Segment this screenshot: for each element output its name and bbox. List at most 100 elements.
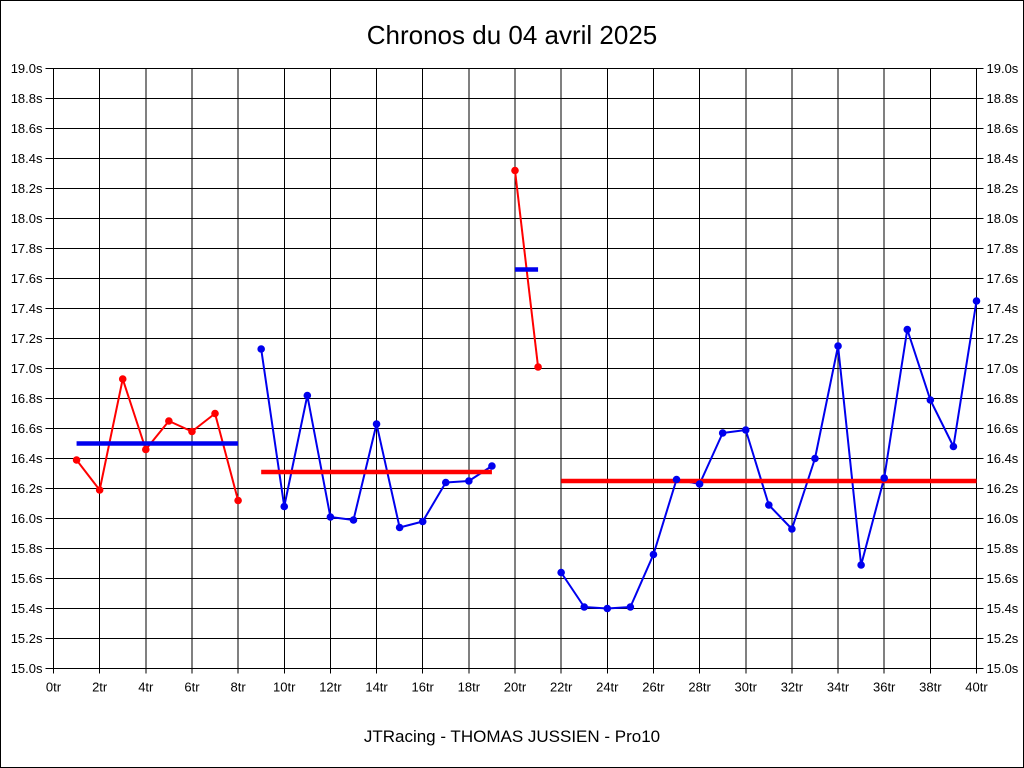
- y-axis-tick-label-left: 19.0s: [11, 61, 43, 76]
- data-point-stint-4: [741, 426, 750, 434]
- data-point-stint-1: [234, 496, 242, 505]
- data-point-stint-4: [580, 603, 589, 611]
- data-point-stint-2: [418, 517, 427, 526]
- y-axis-tick-label-right: 15.8s: [987, 541, 1019, 556]
- x-axis-tick-label: 18tr: [458, 680, 481, 695]
- data-point-stint-2: [465, 477, 473, 485]
- data-point-stint-4: [695, 480, 704, 488]
- data-point-stint-4: [603, 604, 612, 613]
- y-axis-tick-label-right: 17.4s: [987, 301, 1019, 316]
- chart-footer: JTRacing - THOMAS JUSSIEN - Pro10: [363, 727, 661, 746]
- data-point-stint-4: [926, 396, 935, 404]
- series-line-stint-4: [560, 300, 978, 610]
- y-axis-tick-label-right: 17.6s: [987, 271, 1019, 286]
- y-axis-tick-label-right: 15.2s: [987, 631, 1019, 646]
- chart-title: Chronos du 04 avril 2025: [366, 20, 658, 50]
- data-point-stint-4: [672, 475, 681, 484]
- y-axis-tick-label-right: 17.2s: [987, 331, 1019, 346]
- x-axis-tick-label: 36tr: [873, 680, 896, 695]
- x-axis-tick-label: 24tr: [596, 680, 619, 695]
- x-axis-tick-label: 40tr: [965, 680, 988, 695]
- x-axis-tick-label: 20tr: [504, 680, 527, 695]
- y-axis-tick-label-right: 17.0s: [987, 361, 1019, 376]
- data-point-stint-4: [834, 342, 842, 350]
- y-axis-tick-label-left: 17.6s: [11, 271, 43, 286]
- y-axis-tick-label-left: 17.4s: [11, 301, 43, 316]
- y-axis-tick-label-left: 18.4s: [11, 151, 43, 166]
- y-axis-tick-label-left: 15.0s: [11, 661, 43, 676]
- y-axis-tick-label-left: 16.2s: [11, 481, 43, 496]
- data-point-stint-1: [95, 486, 104, 494]
- data-point-stint-4: [649, 550, 658, 559]
- data-point-stint-1: [165, 417, 173, 425]
- y-axis-tick-label-right: 15.6s: [987, 571, 1019, 586]
- y-axis-tick-label-left: 18.8s: [11, 91, 43, 106]
- x-axis-tick-label: 10tr: [273, 680, 296, 695]
- y-axis-tick-label-right: 16.2s: [987, 481, 1019, 496]
- data-point-stint-2: [395, 523, 404, 532]
- y-axis-tick-label-left: 15.4s: [11, 601, 43, 616]
- data-point-stint-1: [188, 427, 196, 436]
- data-point-stint-2: [257, 345, 265, 353]
- data-point-stint-2: [280, 502, 289, 511]
- y-axis-tick-label-left: 16.0s: [11, 511, 43, 526]
- x-axis-tick-label: 0tr: [46, 680, 62, 695]
- y-axis-tick-label-right: 16.8s: [987, 391, 1019, 406]
- data-point-stint-4: [880, 474, 888, 482]
- x-axis-tick-label: 2tr: [92, 680, 108, 695]
- data-point-stint-1: [142, 445, 150, 454]
- data-point-stint-3: [511, 166, 519, 175]
- y-axis-tick-label-left: 18.2s: [11, 181, 43, 196]
- data-point-stint-1: [72, 456, 81, 464]
- data-point-stint-4: [765, 501, 773, 509]
- x-axis-tick-label: 22tr: [550, 680, 573, 695]
- data-point-stint-2: [303, 391, 312, 400]
- y-axis-tick-label-left: 15.2s: [11, 631, 43, 646]
- data-point-stint-2: [372, 420, 381, 428]
- data-point-stint-4: [718, 429, 727, 437]
- y-axis-tick-label-right: 19.0s: [987, 61, 1019, 76]
- y-axis-tick-label-left: 17.0s: [11, 361, 43, 376]
- y-axis-tick-label-left: 18.6s: [11, 121, 43, 136]
- y-axis-tick-label-left: 16.8s: [11, 391, 43, 406]
- x-axis-tick-label: 16tr: [411, 680, 434, 695]
- plot-border: [53, 68, 977, 669]
- y-axis-tick-label-right: 18.0s: [987, 211, 1019, 226]
- data-point-stint-1: [118, 375, 127, 383]
- y-axis-tick-label-left: 16.4s: [11, 451, 43, 466]
- y-axis-tick-label-right: 16.4s: [987, 451, 1019, 466]
- y-axis-tick-label-right: 18.2s: [987, 181, 1019, 196]
- x-axis-tick-label: 34tr: [827, 680, 850, 695]
- y-axis-tick-label-right: 17.8s: [987, 241, 1019, 256]
- data-point-stint-4: [626, 603, 635, 611]
- x-axis-tick-label: 14tr: [365, 680, 388, 695]
- data-point-stint-2: [441, 478, 450, 487]
- x-axis-tick-label: 4tr: [138, 680, 154, 695]
- data-point-stint-4: [557, 568, 565, 577]
- y-axis-tick-label-left: 15.8s: [11, 541, 43, 556]
- data-point-stint-2: [488, 462, 496, 470]
- data-point-stint-2: [349, 516, 358, 524]
- y-axis-tick-label-left: 18.0s: [11, 211, 43, 226]
- data-point-stint-4: [903, 325, 912, 334]
- y-axis-tick-label-left: 16.6s: [11, 421, 43, 436]
- y-axis-tick-label-right: 15.4s: [987, 601, 1019, 616]
- y-axis-tick-label-right: 16.6s: [987, 421, 1019, 436]
- y-axis-tick-label-right: 18.8s: [987, 91, 1019, 106]
- x-axis-tick-label: 38tr: [919, 680, 942, 695]
- x-axis-tick-label: 8tr: [231, 680, 247, 695]
- data-point-stint-3: [534, 363, 542, 371]
- y-axis-tick-label-right: 18.4s: [987, 151, 1019, 166]
- x-axis-tick-label: 28tr: [688, 680, 711, 695]
- y-axis-tick-label-right: 18.6s: [987, 121, 1019, 136]
- data-point-stint-4: [972, 297, 981, 305]
- y-axis-tick-label-left: 17.2s: [11, 331, 43, 346]
- data-point-stint-4: [811, 454, 819, 463]
- data-point-stint-4: [949, 442, 958, 451]
- data-point-stint-1: [211, 409, 219, 418]
- x-axis-tick-label: 12tr: [319, 680, 342, 695]
- y-axis-tick-label-right: 15.0s: [987, 661, 1019, 676]
- x-axis-tick-label: 32tr: [781, 680, 804, 695]
